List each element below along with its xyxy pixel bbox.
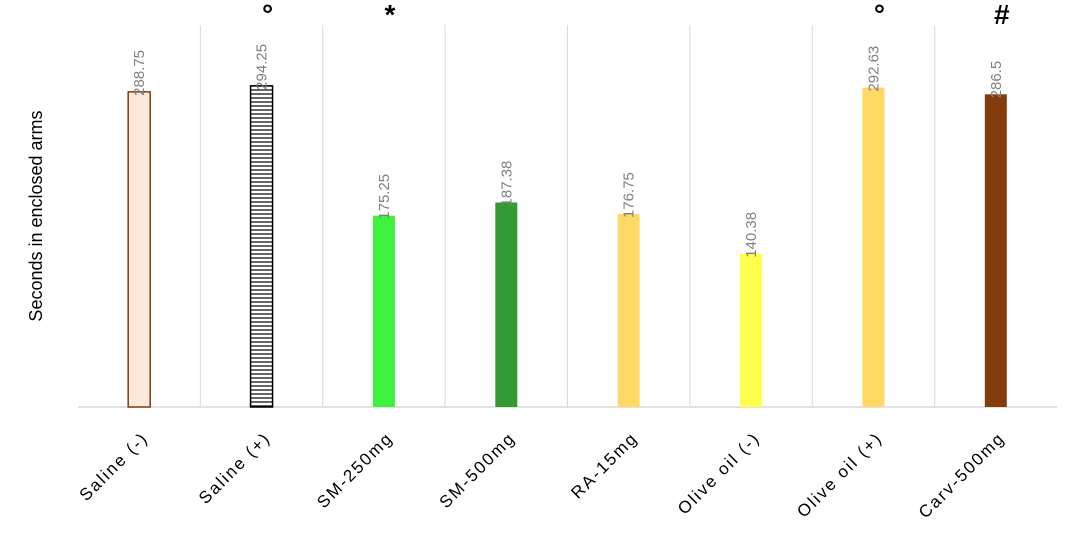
bar <box>740 253 763 407</box>
value-label: 286.5 <box>988 61 1005 99</box>
bar <box>862 87 885 407</box>
value-label: 294.25 <box>254 44 271 90</box>
bar <box>617 214 640 407</box>
value-label: 288.75 <box>131 50 148 96</box>
x-tick-label: Saline (+) <box>195 428 274 507</box>
x-tick-label: Olive oil (-) <box>674 428 764 518</box>
value-label: 292.63 <box>865 46 882 92</box>
y-axis-label: Seconds in enclosed arms <box>26 110 46 321</box>
significance-marker: * <box>384 0 395 30</box>
bar <box>495 202 518 407</box>
bar <box>249 85 274 408</box>
value-label: 140.38 <box>743 212 760 258</box>
bar <box>372 215 395 407</box>
x-tick-label: RA-15mg <box>567 428 641 502</box>
value-label: 176.75 <box>621 172 638 218</box>
x-tick-label: Saline (-) <box>76 428 152 504</box>
value-label: 175.25 <box>376 174 393 220</box>
value-label: 187.38 <box>498 161 515 207</box>
bar <box>127 91 151 408</box>
significance-marker: ° <box>874 0 885 30</box>
significance-marker: # <box>994 0 1010 30</box>
x-tick-label: Olive oil (+) <box>793 428 886 521</box>
x-tick-label: SM-500mg <box>436 428 520 512</box>
significance-marker: ° <box>262 0 273 30</box>
bar <box>984 94 1007 407</box>
x-tick-label: Carv-500mg <box>915 428 1009 522</box>
x-tick-label: SM-250mg <box>313 428 397 512</box>
